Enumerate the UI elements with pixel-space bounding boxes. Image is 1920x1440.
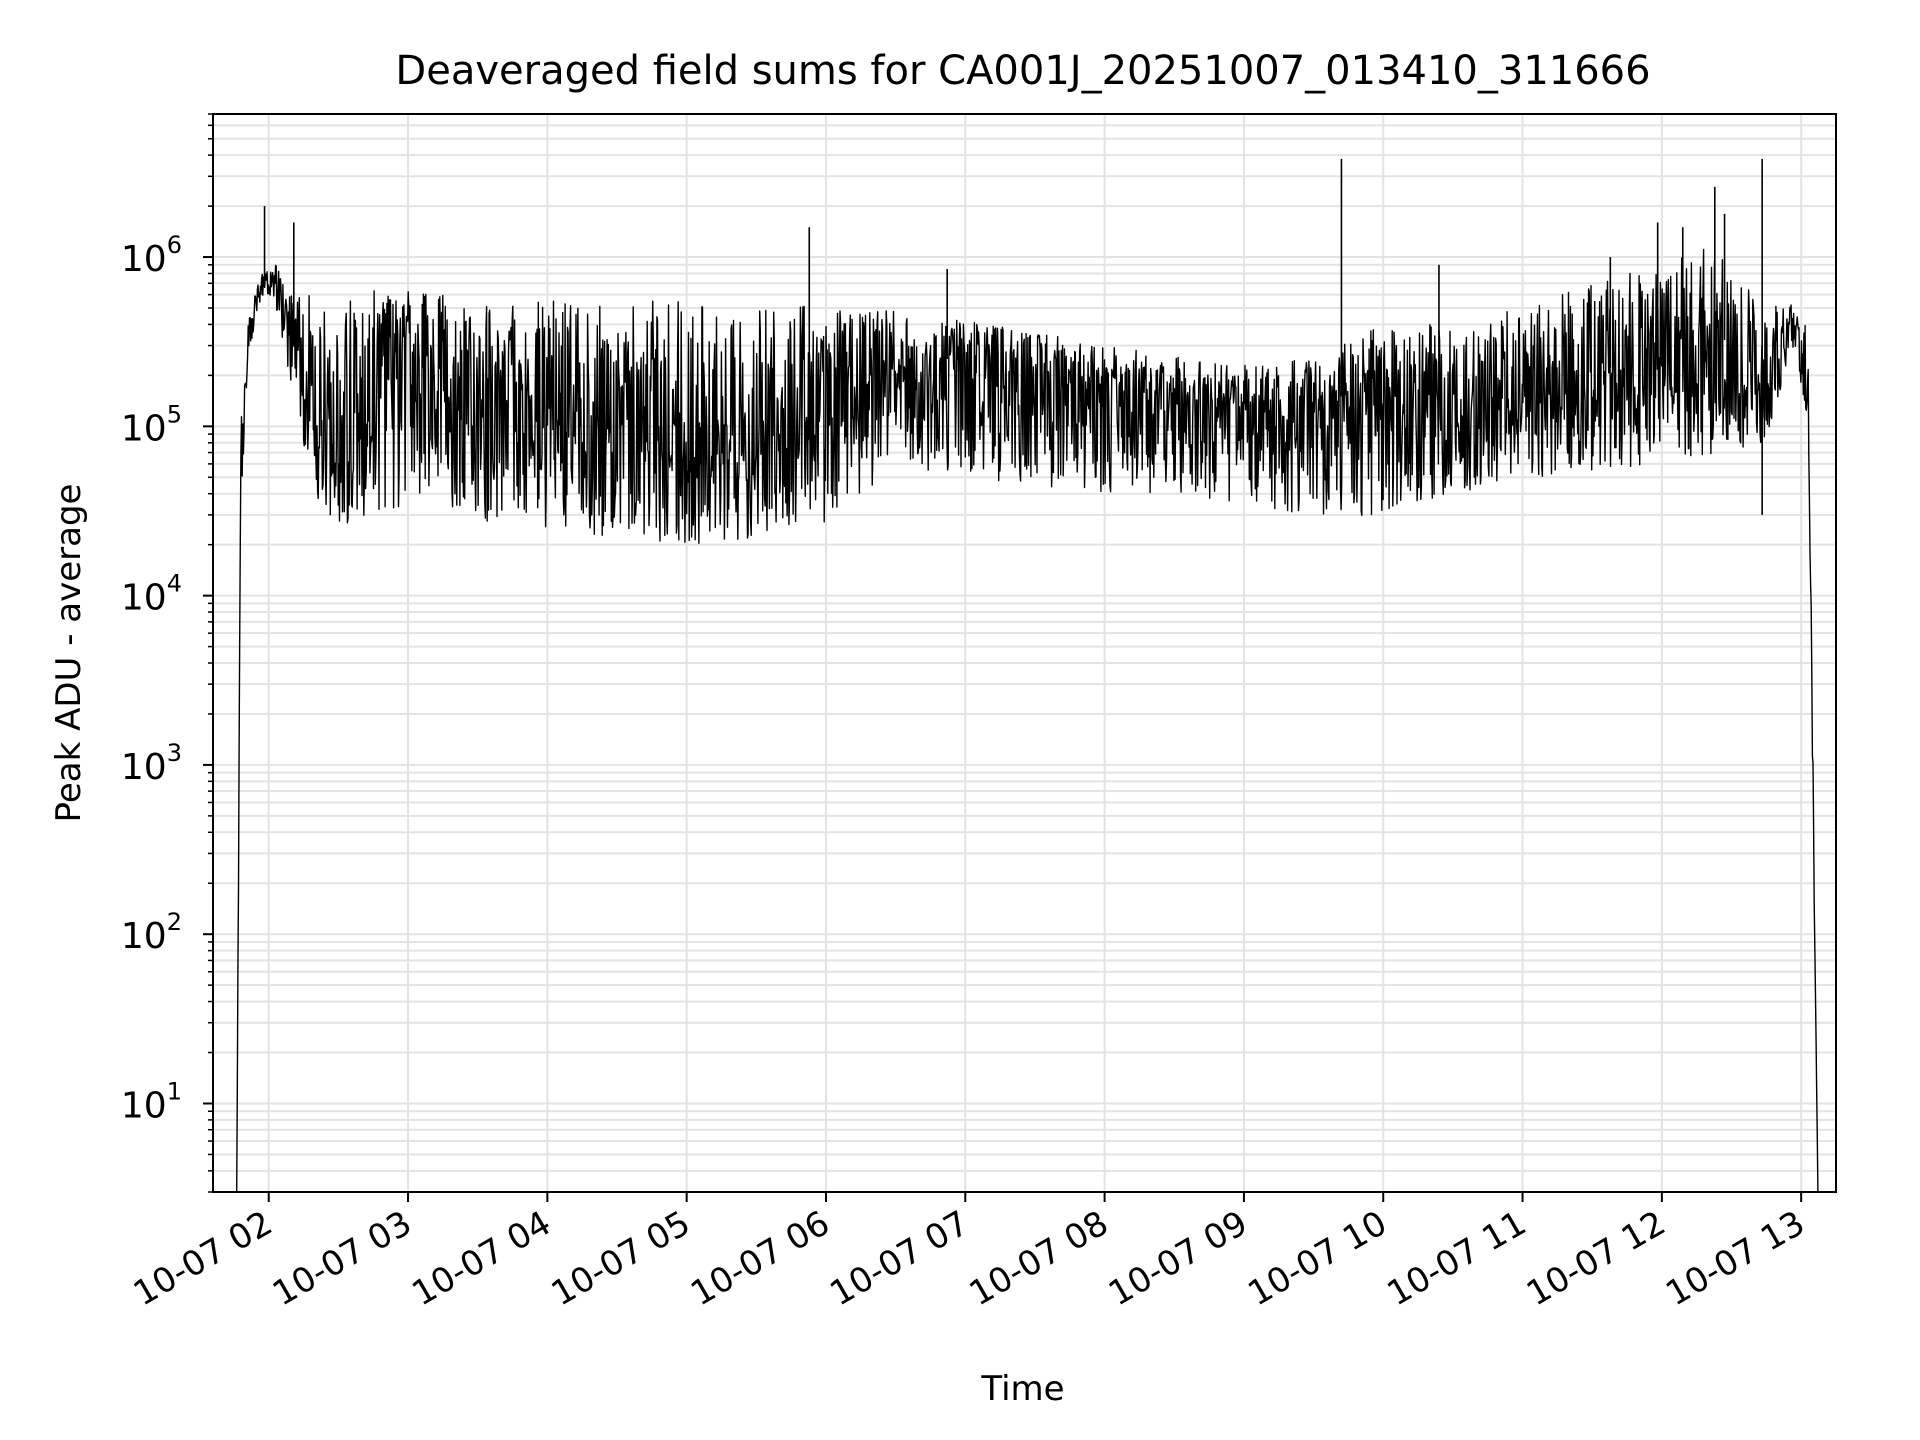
- y-tick-label: 103: [121, 739, 182, 788]
- grid-lines: [213, 113, 1836, 1193]
- y-tick-label: 102: [121, 908, 182, 957]
- axes-frame: [212, 113, 1837, 1193]
- y-tick-base: 10: [121, 916, 167, 957]
- data-line: [236, 248, 1819, 1193]
- y-tick-exponent: 1: [167, 1077, 182, 1105]
- y-tick-label: 105: [121, 400, 182, 449]
- y-tick-label: 106: [121, 231, 182, 280]
- y-tick-exponent: 5: [167, 400, 182, 428]
- chart-title: Deaveraged field sums for CA001J_2025100…: [395, 48, 1650, 94]
- x-axis-label: Time: [980, 1369, 1064, 1409]
- y-tick-base: 10: [121, 239, 167, 280]
- data-series: [236, 158, 1819, 1193]
- y-axis-label: Peak ADU - average: [49, 484, 89, 823]
- y-tick-base: 10: [121, 747, 167, 788]
- y-tick-exponent: 3: [167, 739, 182, 767]
- y-tick-label: 104: [121, 570, 182, 619]
- y-tick-base: 10: [121, 408, 167, 449]
- y-tick-base: 10: [121, 1085, 167, 1126]
- y-tick-exponent: 4: [167, 570, 182, 598]
- y-tick-base: 10: [121, 578, 167, 619]
- y-tick-label: 101: [121, 1077, 182, 1126]
- y-tick-exponent: 6: [167, 231, 182, 259]
- y-tick-exponent: 2: [167, 908, 182, 936]
